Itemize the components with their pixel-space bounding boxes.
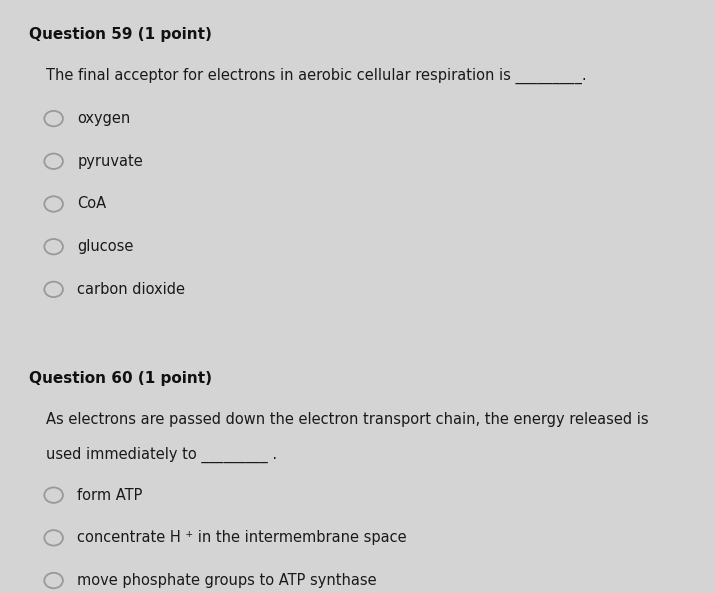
- Text: As electrons are passed down the electron transport chain, the energy released i: As electrons are passed down the electro…: [46, 412, 649, 427]
- Text: Question 59 (1 point): Question 59 (1 point): [29, 27, 212, 42]
- Text: The final acceptor for electrons in aerobic cellular respiration is _________.: The final acceptor for electrons in aero…: [46, 68, 587, 84]
- Text: Question 60 (1 point): Question 60 (1 point): [29, 371, 212, 385]
- Text: pyruvate: pyruvate: [77, 154, 143, 169]
- Text: oxygen: oxygen: [77, 111, 130, 126]
- Text: carbon dioxide: carbon dioxide: [77, 282, 185, 297]
- Text: move phosphate groups to ATP synthase: move phosphate groups to ATP synthase: [77, 573, 377, 588]
- Text: CoA: CoA: [77, 196, 107, 212]
- Text: glucose: glucose: [77, 239, 134, 254]
- Text: concentrate H ⁺ in the intermembrane space: concentrate H ⁺ in the intermembrane spa…: [77, 530, 407, 546]
- Text: form ATP: form ATP: [77, 487, 142, 503]
- Text: used immediately to _________ .: used immediately to _________ .: [46, 447, 277, 463]
